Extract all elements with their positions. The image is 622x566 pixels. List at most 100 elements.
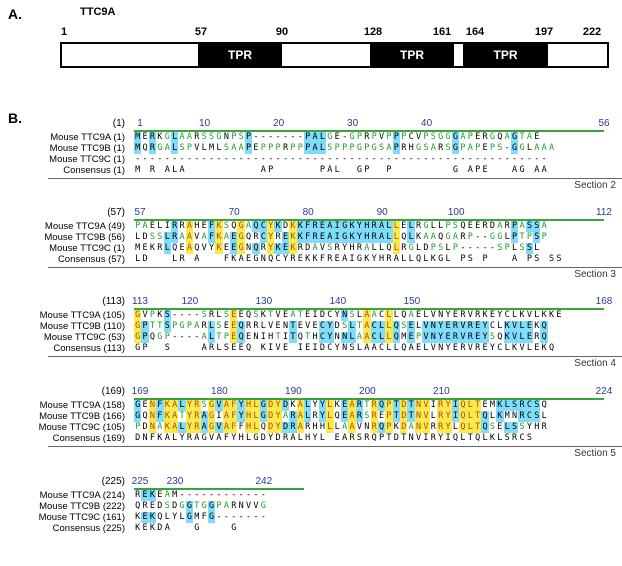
residue: H [379, 254, 385, 264]
residue: - [275, 132, 281, 142]
residue: E [407, 332, 415, 343]
residue [252, 343, 259, 354]
residue: E [334, 132, 340, 142]
residue: A [393, 254, 399, 264]
residue: L [348, 321, 356, 332]
residue: D [305, 243, 311, 253]
residue: N [342, 343, 348, 353]
residue: G [201, 501, 207, 511]
residue [496, 254, 503, 265]
residue: A [194, 321, 200, 331]
residue: Y [267, 221, 275, 232]
residue: L [319, 433, 326, 443]
sequence-label: Consensus (225) [52, 523, 125, 534]
residue [171, 523, 178, 534]
residue: R [170, 221, 179, 232]
residue: A [371, 343, 377, 353]
residue: G [510, 132, 519, 143]
residue: Q [142, 411, 148, 421]
residue: - [260, 512, 266, 522]
residue: C [519, 433, 525, 443]
residue: K [534, 321, 540, 331]
residue: - [512, 154, 518, 164]
residue: P [430, 243, 436, 253]
residue: M [209, 143, 215, 153]
residue: E [223, 321, 229, 331]
residue: - [135, 154, 141, 164]
residue [348, 165, 355, 176]
residue: A [408, 422, 414, 432]
residue [223, 165, 230, 176]
sequence-label: Mouse TTC9A (105) [39, 310, 125, 321]
residue: F [201, 512, 207, 522]
residue: S [526, 433, 532, 443]
residue: - [172, 332, 178, 342]
residue: E [305, 310, 311, 320]
residue: K [148, 512, 157, 523]
residue: L [297, 433, 303, 443]
residue: - [201, 490, 207, 500]
residue: E [245, 254, 252, 264]
residue: E [141, 512, 149, 523]
residue: - [482, 243, 488, 253]
residue: G [356, 165, 362, 175]
residue: L [407, 232, 415, 243]
consensus-row: Consensus (225) K E K D A G G [0, 523, 622, 534]
residue: - [231, 154, 237, 164]
alignment-block: (1) 1 10 20 30 40 56 Mouse TTC9A (1) M E R K G L A A R S S… [0, 118, 622, 208]
residue: T [473, 400, 482, 411]
residue: R [364, 433, 370, 443]
ruler-tick-label: 150 [403, 296, 421, 307]
residue: - [179, 310, 185, 320]
residue: G [207, 501, 216, 512]
residue: Q [401, 232, 407, 242]
residue: Y [282, 254, 289, 264]
residue: E [534, 343, 540, 353]
residue: R [541, 422, 547, 432]
domain-positions: 1 57 90 128 161 164 197 222 [60, 0, 609, 42]
ruler-tick-label: 100 [447, 207, 465, 218]
residue: A [164, 433, 170, 443]
residue: R [312, 411, 318, 421]
residue: R [415, 221, 422, 231]
residue: A [164, 490, 170, 500]
residue: A [142, 221, 148, 231]
residue: A [512, 254, 518, 264]
residue: S [423, 143, 429, 153]
residue: - [312, 154, 318, 164]
residue: H [349, 243, 355, 253]
residue: D [393, 433, 399, 443]
residue: - [238, 490, 244, 500]
residue: K [364, 254, 370, 264]
residue: R [437, 400, 445, 411]
residue: G [216, 132, 222, 142]
residue: - [408, 154, 414, 164]
residue: L [466, 400, 474, 411]
residue: P [186, 321, 192, 331]
residue: L [534, 243, 540, 253]
residue: E [230, 332, 238, 343]
residue: P [231, 132, 237, 142]
residue: K [305, 254, 311, 264]
residue: L [216, 310, 222, 320]
residue: E [201, 221, 207, 231]
residue: A [170, 411, 179, 422]
residue: T [289, 321, 297, 332]
sequence-label: Mouse TTC9B (56) [44, 232, 125, 243]
residue: A [430, 143, 436, 153]
residue: A [179, 165, 185, 175]
tpr-domain-2: TPR [370, 44, 454, 66]
residue: R [512, 433, 518, 443]
residue: A [200, 422, 208, 433]
residue: G [452, 165, 459, 175]
residue: S [497, 143, 503, 153]
residue: Y [274, 400, 282, 411]
residue: N [282, 321, 289, 331]
residue: G [237, 243, 245, 254]
residue: A [327, 165, 333, 175]
residue: P [142, 343, 148, 353]
